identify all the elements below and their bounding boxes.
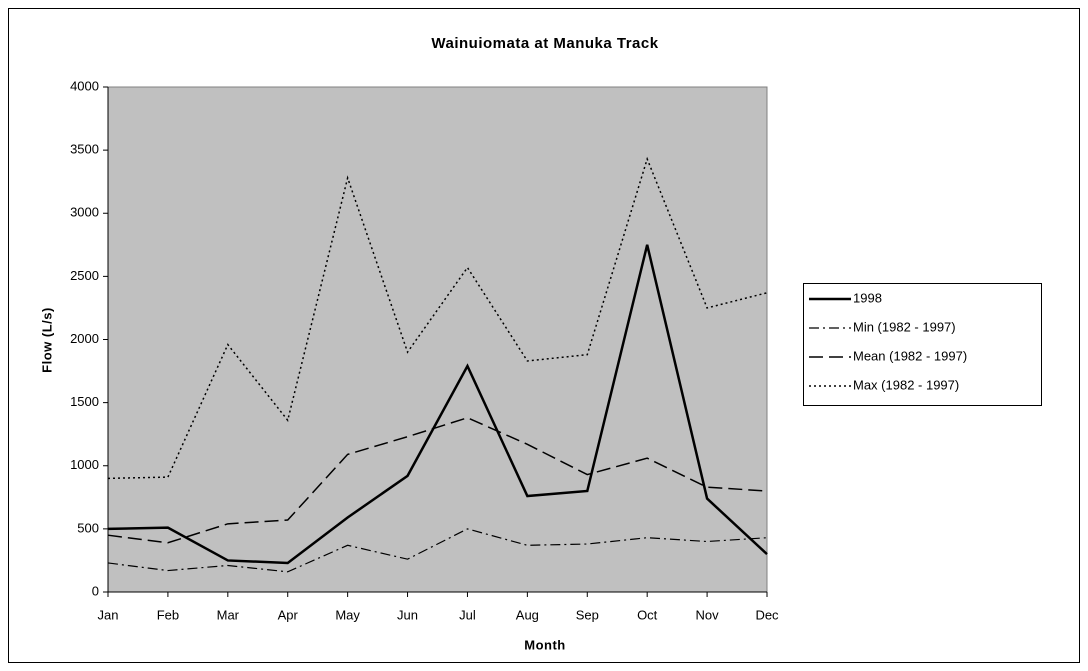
x-tick-label: Nov [696,607,720,622]
x-tick-label: Jun [397,607,418,622]
y-axis-label: Flow (L/s) [39,307,54,373]
legend-label: Mean (1982 - 1997) [853,348,967,363]
legend-box [803,283,1042,406]
y-tick-label: 0 [92,583,99,598]
y-tick-label: 1500 [70,394,99,409]
y-tick-label: 2500 [70,268,99,283]
y-tick-label: 3500 [70,142,99,157]
y-tick-label: 2000 [70,331,99,346]
legend-label: Max (1982 - 1997) [853,377,959,392]
x-tick-label: Jul [459,607,476,622]
x-tick-label: Jan [98,607,119,622]
x-tick-label: Oct [637,607,658,622]
series-line [107,244,768,565]
legend-label: 1998 [853,290,882,305]
x-tick-label: Mar [217,607,240,622]
x-tick-label: Aug [516,607,539,622]
y-tick-label: 1000 [70,457,99,472]
plot-area [107,86,768,593]
series-line [107,416,768,544]
legend-label: Min (1982 - 1997) [853,319,956,334]
x-tick-label: Feb [157,607,179,622]
y-tick-label: 4000 [70,78,99,93]
x-tick-label: Sep [576,607,599,622]
y-tick-label: 3000 [70,205,99,220]
x-tick-label: Apr [278,607,299,622]
chart-title: Wainuiomata at Manuka Track [431,35,658,52]
y-tick-label: 500 [77,520,99,535]
series-line [107,156,768,480]
series-line [107,528,768,573]
x-tick-label: May [335,607,360,622]
x-axis-label: Month [524,637,565,652]
x-tick-label: Dec [755,607,779,622]
